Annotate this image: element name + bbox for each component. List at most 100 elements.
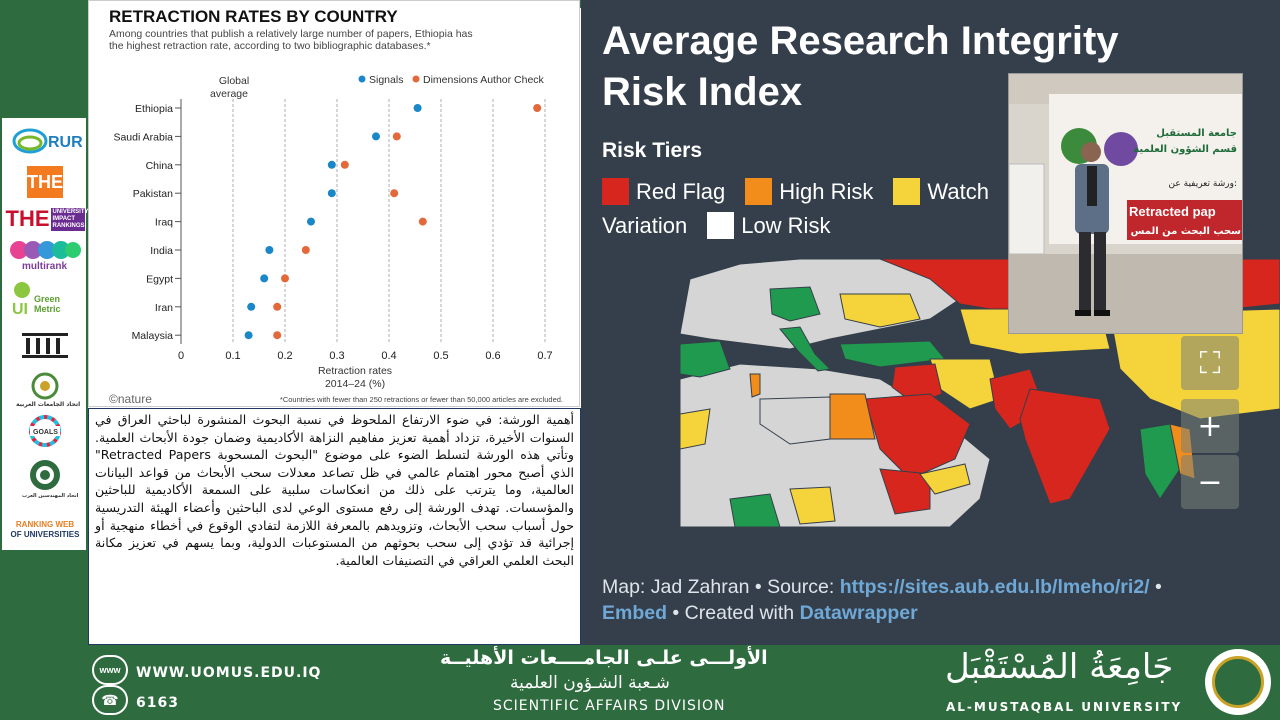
signals-point: [327, 160, 336, 169]
signals-point: [327, 189, 336, 198]
ranking-logos-column: RUR THE THE UNIVERSITY IMPACT RANKINGS m…: [2, 118, 89, 550]
ui-greenmetric-logo: UI Green Metric: [8, 280, 82, 318]
source-link[interactable]: https://sites.aub.edu.lb/lmeho/ri2/: [839, 576, 1150, 598]
panel-title-line1: Average Research Integrity: [602, 19, 1119, 63]
category-label: Pakistan: [133, 188, 173, 200]
phone-text: 6163: [136, 695, 179, 711]
category-label: Saudi Arabia: [113, 131, 173, 143]
workshop-description: أهمية الورشة: في ضوء الارتفاع الملحوظ في…: [88, 408, 581, 645]
legend-watch: Watch: [893, 178, 989, 205]
globe-icon: www: [92, 655, 128, 685]
rur-logo-text: RUR: [48, 134, 82, 151]
created-with-text: • Created with: [667, 602, 800, 624]
banner-ar-line3: ورشة تعريفية عن:: [1169, 179, 1237, 189]
dimensions-point: [392, 132, 401, 141]
x-axis-label-line1: Retraction rates: [318, 365, 392, 377]
legend-low-risk-label: Low Risk: [741, 212, 831, 238]
x-tick-label: 0.1: [225, 350, 240, 362]
global-average-label-line1: Global: [219, 75, 249, 87]
zoom-in-button[interactable]: +: [1181, 399, 1239, 453]
the-impact-rankings-logo: THE UNIVERSITY IMPACT RANKINGS: [5, 206, 89, 231]
category-label: Iran: [155, 302, 173, 314]
x-axis-label-line2: 2014–24 (%): [325, 378, 385, 390]
dimensions-point: [340, 160, 349, 169]
legend-red-flag: Red Flag: [602, 178, 725, 205]
risk-tiers-label: Risk Tiers: [602, 139, 703, 162]
legend-label-1: Dimensions Author Check: [423, 74, 545, 86]
x-tick-label: 0.3: [329, 350, 344, 362]
footer-en-division: SCIENTIFIC AFFAIRS DIVISION: [493, 698, 726, 714]
retraction-chart-card: RETRACTION RATES BY COUNTRY Among countr…: [88, 0, 580, 407]
datawrapper-link[interactable]: Datawrapper: [799, 602, 918, 624]
svg-text:اتحاد المهندسين العرب: اتحاد المهندسين العرب: [22, 493, 79, 498]
footer-bar: www WWW.UOMUS.EDU.IQ ☎ 6163 الأولـــى عل…: [0, 645, 1280, 720]
x-tick-label: 0.5: [433, 350, 448, 362]
phone-icon: ☎: [92, 685, 128, 715]
nature-source-logo: ©nature: [109, 392, 152, 406]
x-tick-label: 0.4: [381, 350, 396, 362]
legend-high-risk-label: High Risk: [779, 178, 874, 204]
embed-line: Embed • Created with Datawrapper: [602, 602, 918, 625]
red-flag-swatch: [602, 178, 629, 205]
svg-text:multirank: multirank: [22, 261, 67, 272]
ranking-web-logo: RANKING WEB OF UNIVERSITIES: [10, 520, 80, 539]
footer-ar-division: شـعبة الشـؤون العلمية: [510, 673, 670, 693]
dimensions-point: [301, 246, 310, 254]
website-text[interactable]: WWW.UOMUS.EDU.IQ: [136, 665, 322, 681]
banner-en-text: Retracted pap: [1129, 204, 1216, 219]
legend-variation-label: Variation: [602, 212, 688, 238]
map-credit-bullet: •: [1149, 576, 1162, 598]
chart-gridlines: [180, 99, 546, 344]
university-en-name: AL-MUSTAQBAL UNIVERSITY: [946, 700, 1183, 714]
banner-ar-line2: قسم الشؤون العلمية: [1133, 144, 1237, 155]
map-credit-line: Map: Jad Zahran • Source: https://sites.…: [602, 576, 1162, 599]
legend-high-risk: High Risk: [745, 178, 873, 205]
panel-title-line2: Risk Index: [602, 70, 803, 114]
footer-ar-title: الأولـــى علـى الجامــــعات الأهليــة: [440, 647, 768, 669]
dimensions-point: [533, 104, 542, 112]
dimensions-point: [418, 217, 427, 226]
panel-title: Average Research Integrity Risk Index: [602, 16, 1202, 118]
signals-point: [307, 217, 315, 226]
workshop-description-text: أهمية الورشة: في ضوء الارتفاع الملحوظ في…: [95, 412, 574, 568]
svg-text:GOALS: GOALS: [33, 429, 58, 436]
legend-red-flag-label: Red Flag: [636, 178, 726, 204]
arab-universities-logo: اتحاد الجامعات العربية: [8, 372, 82, 408]
multirank-logo: multirank: [8, 238, 82, 272]
embed-link[interactable]: Embed: [602, 602, 668, 624]
high-risk-swatch: [745, 178, 773, 205]
x-tick-label: 0.6: [485, 350, 500, 362]
watch-swatch: [893, 178, 921, 205]
dimensions-point: [281, 274, 289, 283]
fullscreen-icon: ⛶: [1199, 345, 1221, 381]
signals-point: [413, 104, 422, 112]
minus-icon: −: [1197, 464, 1223, 500]
risk-tiers-legend-row1: Red Flag High Risk Watch: [602, 178, 1009, 205]
legend-dot-0: [358, 75, 366, 83]
the-logo-text: THE: [27, 166, 63, 198]
x-tick-label: 0.7: [537, 350, 552, 362]
the-logo: THE: [8, 166, 82, 198]
dimensions-point: [273, 302, 282, 311]
signals-point: [372, 132, 380, 141]
category-label: India: [150, 245, 173, 257]
x-tick-label: 0: [178, 350, 184, 362]
arab-engineers-logo: اتحاد المهندسين العرب: [8, 458, 82, 498]
low-risk-swatch: [707, 212, 735, 239]
legend-dot-1: [412, 75, 420, 83]
presenter-photo: جامعة المستقبل قسم الشؤون العلمية ورشة ت…: [1008, 73, 1243, 334]
chart-title: RETRACTION RATES BY COUNTRY: [109, 7, 398, 26]
legend-label-0: Signals: [369, 74, 403, 86]
map-credit-text: Map: Jad Zahran • Source:: [602, 576, 840, 598]
svg-text:Metric: Metric: [34, 304, 61, 314]
retraction-rates-chart: RETRACTION RATES BY COUNTRY Among countr…: [109, 7, 563, 406]
chart-legend: Signals Dimensions Author Check: [358, 74, 545, 86]
category-label: Malaysia: [132, 330, 174, 342]
risk-tiers-legend-row2: Variation Low Risk: [602, 212, 850, 239]
global-average-label-line2: average: [210, 88, 248, 100]
x-tick-label: 0.2: [277, 350, 292, 362]
fullscreen-button[interactable]: ⛶: [1181, 336, 1239, 390]
signals-point: [260, 274, 269, 283]
svg-text:اتحاد الجامعات العربية: اتحاد الجامعات العربية: [16, 401, 80, 408]
zoom-out-button[interactable]: −: [1181, 455, 1239, 509]
